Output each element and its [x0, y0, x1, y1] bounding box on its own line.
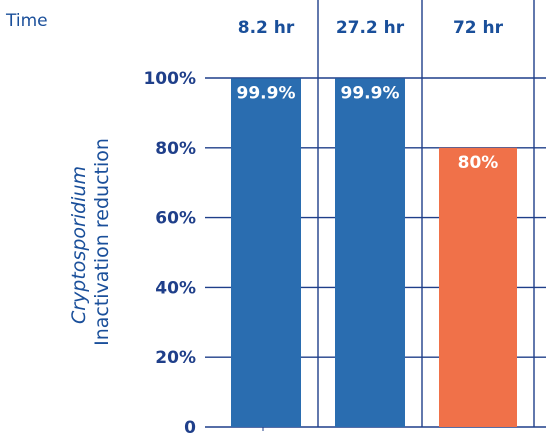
column-headers: 8.2 hr 27.2 hr 72 hr	[238, 18, 504, 38]
y-tick-label-100: 100%	[143, 69, 196, 89]
y-tick-label-60: 60%	[155, 209, 196, 229]
y-tick-label-20: 20%	[155, 348, 196, 368]
y-tick-label-40: 40%	[155, 278, 196, 298]
y-axis-label: Cryptosporidium Inactivation reduction	[68, 138, 113, 346]
column-header-3: 72 hr	[453, 18, 504, 38]
y-axis-label-italic: Cryptosporidium	[68, 166, 90, 324]
bar-3	[439, 147, 517, 428]
bars	[231, 78, 517, 428]
column-header-1: 8.2 hr	[238, 18, 295, 38]
time-row-label: Time	[5, 11, 48, 31]
bar-2	[335, 78, 405, 427]
data-label-2: 99.9%	[341, 83, 400, 103]
column-header-2: 27.2 hr	[336, 18, 405, 38]
data-labels: 99.9% 99.9% 80%	[237, 83, 499, 172]
bar-1	[231, 78, 301, 427]
y-axis-label-main: Inactivation reduction	[91, 138, 113, 346]
y-tick-label-80: 80%	[155, 139, 196, 159]
y-tick-label-0: 0	[184, 418, 196, 433]
data-label-1: 99.9%	[237, 83, 296, 103]
data-label-3: 80%	[458, 153, 499, 173]
y-axis-ticks: 0 20% 40% 60% 80% 100%	[143, 69, 196, 433]
